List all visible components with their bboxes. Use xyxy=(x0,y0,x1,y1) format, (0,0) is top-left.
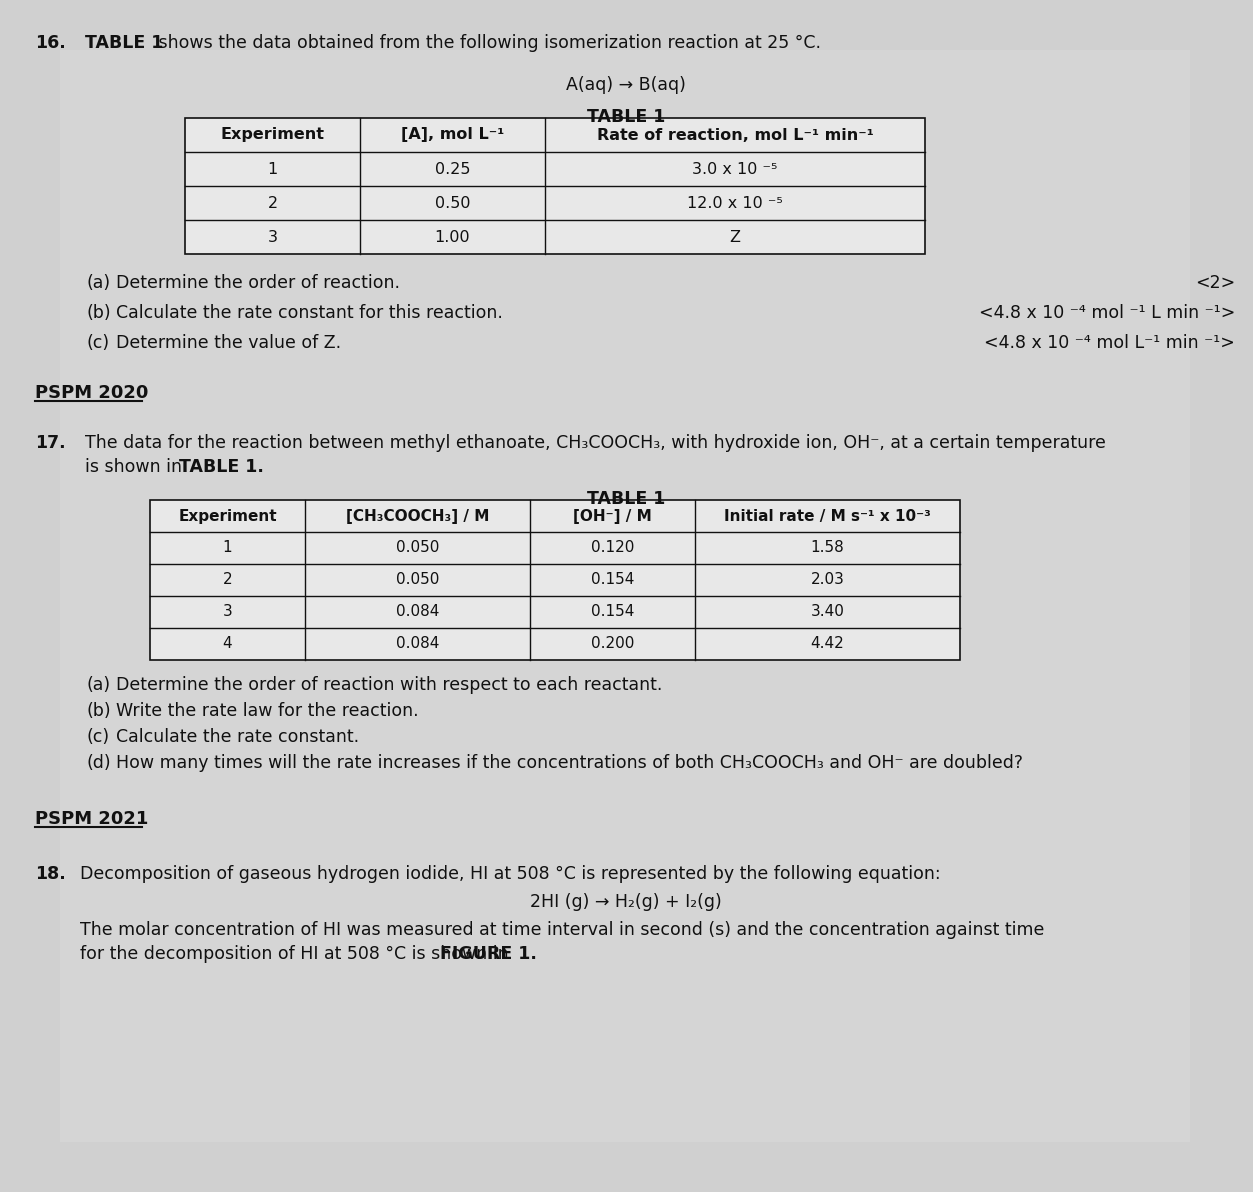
Text: <2>: <2> xyxy=(1195,274,1235,292)
Text: 4.42: 4.42 xyxy=(811,637,845,652)
Text: TABLE 1: TABLE 1 xyxy=(85,35,163,52)
Text: 3: 3 xyxy=(223,604,232,620)
Text: Determine the order of reaction with respect to each reactant.: Determine the order of reaction with res… xyxy=(117,676,663,694)
Text: [OH⁻] / M: [OH⁻] / M xyxy=(573,509,652,523)
Text: shows the data obtained from the following isomerization reaction at 25 °C.: shows the data obtained from the followi… xyxy=(153,35,821,52)
Text: 0.154: 0.154 xyxy=(591,604,634,620)
Text: 0.084: 0.084 xyxy=(396,637,440,652)
Text: [A], mol L⁻¹: [A], mol L⁻¹ xyxy=(401,128,504,143)
Text: PSPM 2021: PSPM 2021 xyxy=(35,811,148,828)
Text: 3: 3 xyxy=(267,230,277,244)
Text: TABLE 1.: TABLE 1. xyxy=(179,458,263,476)
Text: 2.03: 2.03 xyxy=(811,572,845,588)
Text: is shown in: is shown in xyxy=(85,458,193,476)
Text: 0.120: 0.120 xyxy=(591,540,634,555)
Text: The data for the reaction between methyl ethanoate, CH₃COOCH₃, with hydroxide io: The data for the reaction between methyl… xyxy=(85,434,1106,452)
Text: (b): (b) xyxy=(86,304,110,322)
Bar xyxy=(185,118,925,254)
Text: 16.: 16. xyxy=(35,35,65,52)
Text: 0.200: 0.200 xyxy=(591,637,634,652)
Text: 2: 2 xyxy=(223,572,232,588)
Text: 3.40: 3.40 xyxy=(811,604,845,620)
Text: <4.8 x 10 ⁻⁴ mol L⁻¹ min ⁻¹>: <4.8 x 10 ⁻⁴ mol L⁻¹ min ⁻¹> xyxy=(984,334,1235,352)
Text: (b): (b) xyxy=(86,702,110,720)
Text: 1: 1 xyxy=(223,540,232,555)
Text: Z: Z xyxy=(729,230,741,244)
Text: (c): (c) xyxy=(86,334,109,352)
Text: (d): (d) xyxy=(86,755,110,772)
Text: (a): (a) xyxy=(86,274,110,292)
Text: PSPM 2020: PSPM 2020 xyxy=(35,384,148,402)
Text: Calculate the rate constant for this reaction.: Calculate the rate constant for this rea… xyxy=(117,304,502,322)
Text: Rate of reaction, mol L⁻¹ min⁻¹: Rate of reaction, mol L⁻¹ min⁻¹ xyxy=(596,128,873,143)
Text: (c): (c) xyxy=(86,728,109,746)
Text: (a): (a) xyxy=(86,676,110,694)
Text: 1: 1 xyxy=(267,161,278,176)
Text: 0.50: 0.50 xyxy=(435,195,470,211)
Text: Experiment: Experiment xyxy=(221,128,325,143)
Text: Decomposition of gaseous hydrogen iodide, HI at 508 °C is represented by the fol: Decomposition of gaseous hydrogen iodide… xyxy=(80,865,941,883)
Text: 0.084: 0.084 xyxy=(396,604,440,620)
Text: FIGURE 1.: FIGURE 1. xyxy=(440,945,536,963)
Text: TABLE 1: TABLE 1 xyxy=(586,490,665,508)
Text: 4: 4 xyxy=(223,637,232,652)
Text: 2: 2 xyxy=(267,195,278,211)
Text: <4.8 x 10 ⁻⁴ mol ⁻¹ L min ⁻¹>: <4.8 x 10 ⁻⁴ mol ⁻¹ L min ⁻¹> xyxy=(979,304,1235,322)
Text: Experiment: Experiment xyxy=(178,509,277,523)
Text: How many times will the rate increases if the concentrations of both CH₃COOCH₃ a: How many times will the rate increases i… xyxy=(117,755,1022,772)
Text: 1.00: 1.00 xyxy=(435,230,470,244)
Text: TABLE 1: TABLE 1 xyxy=(586,108,665,126)
Text: 2HI (g) → H₂(g) + I₂(g): 2HI (g) → H₂(g) + I₂(g) xyxy=(530,893,722,911)
Text: for the decomposition of HI at 508 °C is shown in: for the decomposition of HI at 508 °C is… xyxy=(80,945,514,963)
Text: [CH₃COOCH₃] / M: [CH₃COOCH₃] / M xyxy=(346,509,489,523)
Text: 18.: 18. xyxy=(35,865,65,883)
Bar xyxy=(150,499,960,660)
Text: The molar concentration of HI was measured at time interval in second (s) and th: The molar concentration of HI was measur… xyxy=(80,921,1044,939)
Text: Determine the order of reaction.: Determine the order of reaction. xyxy=(117,274,400,292)
Text: Initial rate / M s⁻¹ x 10⁻³: Initial rate / M s⁻¹ x 10⁻³ xyxy=(724,509,931,523)
Text: 0.050: 0.050 xyxy=(396,572,440,588)
Text: 0.050: 0.050 xyxy=(396,540,440,555)
Text: Determine the value of Z.: Determine the value of Z. xyxy=(117,334,341,352)
Text: 3.0 x 10 ⁻⁵: 3.0 x 10 ⁻⁵ xyxy=(693,161,778,176)
Text: Write the rate law for the reaction.: Write the rate law for the reaction. xyxy=(117,702,419,720)
Text: A(aq) → B(aq): A(aq) → B(aq) xyxy=(566,76,685,94)
Text: Calculate the rate constant.: Calculate the rate constant. xyxy=(117,728,360,746)
Text: 0.154: 0.154 xyxy=(591,572,634,588)
Text: 17.: 17. xyxy=(35,434,65,452)
Text: 1.58: 1.58 xyxy=(811,540,845,555)
Text: 0.25: 0.25 xyxy=(435,161,470,176)
Text: 12.0 x 10 ⁻⁵: 12.0 x 10 ⁻⁵ xyxy=(687,195,783,211)
